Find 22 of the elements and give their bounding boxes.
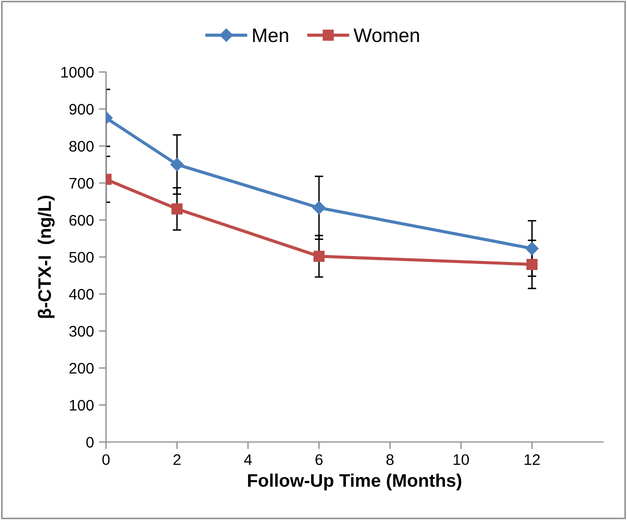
y-tick-label: 900 [69,104,94,115]
x-tick-label: 6 [316,454,323,466]
y-tick-label: 400 [69,288,94,300]
y-axis-title: β-CTX-I (ng/L) [38,196,55,318]
y-tick-label: 500 [69,252,94,263]
y-tick-label: 0 [86,436,94,448]
y-tick-label: 700 [69,178,94,189]
y-tick-label: 100 [70,400,94,411]
x-tick-label: 4 [244,454,252,465]
legend-label: Men [253,28,288,42]
x-tick-label: 10 [454,454,469,466]
y-tick-label: 1000 [61,66,94,78]
x-tick-label: 0 [102,454,110,466]
legend-label: Women [354,28,419,42]
x-tick-label: 2 [174,454,180,465]
x-tick-label: 8 [386,454,394,466]
y-tick-label: 800 [69,140,94,152]
x-tick-label: 12 [524,454,540,465]
y-tick-label: 300 [69,326,94,337]
x-axis-title: Follow-Up Time (Months) [248,474,462,490]
y-tick-label: 600 [69,214,94,226]
y-tick-label: 200 [69,362,94,374]
